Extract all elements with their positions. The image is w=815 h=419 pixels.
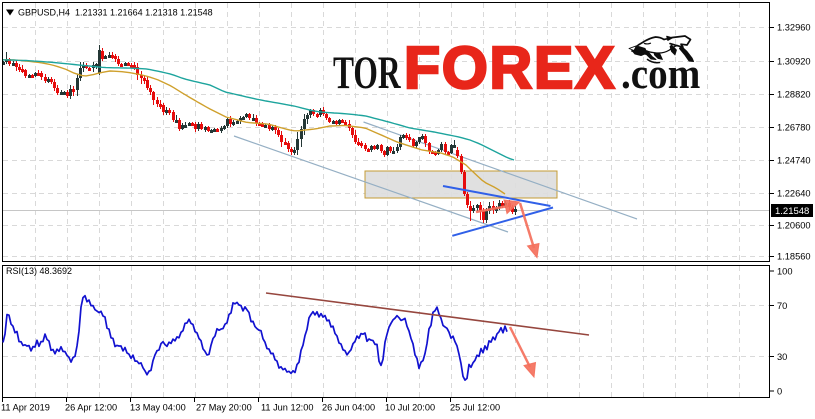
svg-text:FOREX: FOREX xyxy=(404,35,616,101)
svg-text:1.26780: 1.26780 xyxy=(777,123,811,133)
svg-text:0: 0 xyxy=(777,387,782,397)
svg-text:1.22640: 1.22640 xyxy=(777,189,811,199)
svg-text:70: 70 xyxy=(777,301,787,311)
svg-text:11 Apr 2019: 11 Apr 2019 xyxy=(1,403,50,413)
svg-text:1.20600: 1.20600 xyxy=(777,221,811,231)
svg-text:10 Jul 20:00: 10 Jul 20:00 xyxy=(385,403,435,413)
svg-text:26 Apr 12:00: 26 Apr 12:00 xyxy=(65,403,117,413)
svg-text:25 Jul 12:00: 25 Jul 12:00 xyxy=(450,403,500,413)
svg-text:1.24740: 1.24740 xyxy=(777,156,811,166)
svg-text:1.21548: 1.21548 xyxy=(775,206,809,217)
svg-text:1.32960: 1.32960 xyxy=(777,23,811,33)
svg-text:TOR: TOR xyxy=(333,46,402,99)
svg-text:1.28820: 1.28820 xyxy=(777,90,811,100)
svg-text:13 May 04:00: 13 May 04:00 xyxy=(130,403,186,413)
svg-text:GBPUSD,H4 1.21331 1.21664 1.2: GBPUSD,H4 1.21331 1.21664 1.21318 1.2154… xyxy=(18,8,213,18)
svg-text:100: 100 xyxy=(777,267,793,277)
svg-text:RSI(13) 48.3692: RSI(13) 48.3692 xyxy=(6,266,72,276)
svg-text:1.30920: 1.30920 xyxy=(777,57,811,67)
svg-text:11 Jun 12:00: 11 Jun 12:00 xyxy=(261,403,313,413)
svg-text:30: 30 xyxy=(777,352,787,362)
svg-text:27 May 20:00: 27 May 20:00 xyxy=(196,403,252,413)
svg-text:26 Jun 04:00: 26 Jun 04:00 xyxy=(322,403,375,413)
svg-text:1.18560: 1.18560 xyxy=(777,252,811,262)
